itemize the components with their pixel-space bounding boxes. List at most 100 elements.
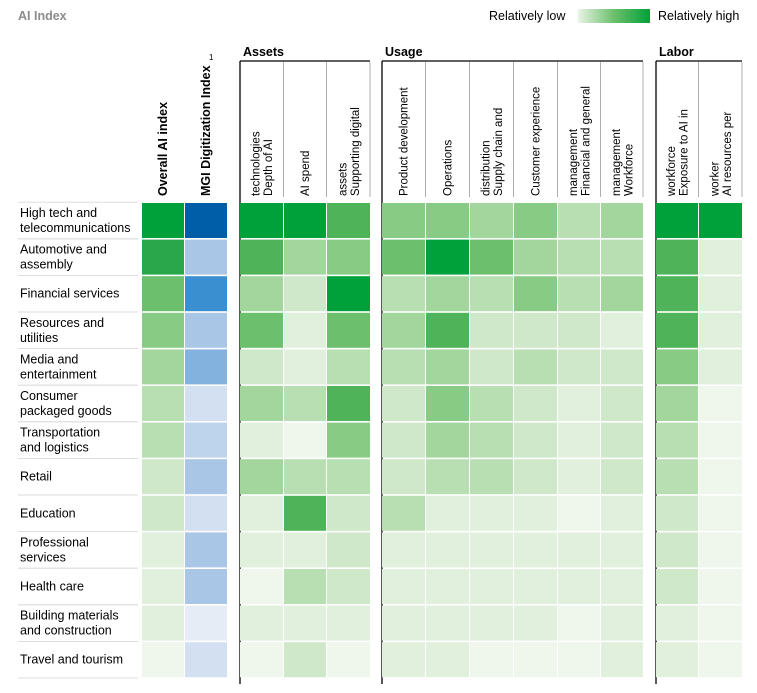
heatmap-cell (601, 203, 643, 238)
heatmap-cell (699, 642, 742, 678)
heatmap-cell (284, 312, 326, 348)
heatmap-cell (327, 276, 370, 312)
heatmap-cell (601, 312, 643, 348)
row-label: Travel and tourism (20, 653, 123, 667)
heatmap-cell (656, 569, 698, 604)
heatmap-cell (558, 203, 600, 238)
heatmap-cell (656, 203, 698, 238)
group-header-assets: Assets (243, 45, 284, 59)
heatmap-cell (514, 569, 557, 604)
heatmap-cell (699, 203, 742, 238)
heatmap-cell (558, 569, 600, 604)
column-header: MGI Digitization Index (199, 65, 213, 196)
heatmap-cell (284, 239, 326, 275)
heatmap-cell (656, 459, 698, 495)
heatmap-cell (382, 605, 425, 641)
heatmap-cell (426, 386, 469, 421)
heatmap-cell (470, 276, 513, 312)
heatmap-cell (514, 532, 557, 568)
legend-high-label: Relatively high (658, 9, 740, 23)
heatmap-cell (601, 459, 643, 495)
heatmap-cell (514, 642, 557, 678)
heatmap-cell (142, 642, 184, 678)
row-label: High tech and telecommunications (20, 206, 130, 235)
heatmap-cell (470, 349, 513, 385)
heatmap-cell (327, 569, 370, 604)
heatmap-cell (185, 569, 227, 604)
heatmap-cell (470, 422, 513, 458)
column-header: Supply chain anddistribution (480, 108, 505, 196)
row-label: Transportation and logistics (20, 426, 100, 455)
footnote-marker: 1 (209, 53, 214, 62)
heatmap-cell (558, 532, 600, 568)
heatmap-cell (284, 349, 326, 385)
heatmap-cell (514, 605, 557, 641)
heatmap-cell (514, 349, 557, 385)
legend-low-label: Relatively low (489, 9, 566, 23)
heatmap-cell (699, 569, 742, 604)
heatmap-cell (514, 276, 557, 312)
heatmap-cell (601, 386, 643, 421)
heatmap-cell (240, 569, 283, 604)
group-header-usage: Usage (385, 45, 423, 59)
heatmap-cell (327, 203, 370, 238)
heatmap-cell (142, 605, 184, 641)
heatmap-cell (284, 605, 326, 641)
heatmap-cell (240, 642, 283, 678)
heatmap-cell (284, 386, 326, 421)
heatmap-cell (656, 349, 698, 385)
heatmap-cell (284, 276, 326, 312)
heatmap-cell (142, 532, 184, 568)
row-label: Retail (20, 470, 52, 484)
heatmap-cell (284, 642, 326, 678)
heatmap-cell (470, 532, 513, 568)
heatmap-cell (240, 495, 283, 531)
heatmap-cell (656, 642, 698, 678)
row-label: Financial services (20, 287, 119, 301)
column-header: Exposure to AI inworkforce (666, 109, 691, 197)
heatmap-cell (426, 569, 469, 604)
heatmap-cell (142, 422, 184, 458)
heatmap-cell (185, 532, 227, 568)
heatmap-cell (699, 386, 742, 421)
heatmap-cell (240, 203, 283, 238)
heatmap-cell (327, 605, 370, 641)
heatmap-cell (470, 495, 513, 531)
heatmap-cell (558, 276, 600, 312)
heatmap-cell (601, 422, 643, 458)
row-label: Consumer packaged goods (20, 389, 112, 418)
heatmap-cell (558, 495, 600, 531)
heatmap-cell (656, 386, 698, 421)
heatmap-cell (240, 276, 283, 312)
heatmap-cell (426, 422, 469, 458)
heatmap-cell (656, 276, 698, 312)
heatmap-cell (240, 312, 283, 348)
heatmap-cell (699, 422, 742, 458)
heatmap-cell (426, 495, 469, 531)
heatmap-cell (382, 203, 425, 238)
heatmap-cell (382, 459, 425, 495)
row-label: Professional services (20, 535, 89, 564)
heatmap-cell (142, 386, 184, 421)
heatmap-cell (382, 569, 425, 604)
heatmap-cell (470, 239, 513, 275)
row-label: Education (20, 506, 76, 520)
heatmap-cell (142, 276, 184, 312)
heatmap-cell (240, 422, 283, 458)
heatmap-cell (142, 203, 184, 238)
heatmap-cell (699, 532, 742, 568)
legend-gradient-bar (578, 9, 650, 23)
heatmap-cell (656, 239, 698, 275)
heatmap-cell (382, 239, 425, 275)
heatmap-cell (327, 386, 370, 421)
heatmap-cell (601, 239, 643, 275)
heatmap-cell (382, 386, 425, 421)
heatmap-cell (142, 459, 184, 495)
heatmap-cell (656, 605, 698, 641)
heatmap-cell (185, 312, 227, 348)
heatmap-cell (142, 349, 184, 385)
heatmap-cell (601, 605, 643, 641)
heatmap-cell (514, 312, 557, 348)
heatmap-cell (327, 422, 370, 458)
heatmap-cell (426, 605, 469, 641)
